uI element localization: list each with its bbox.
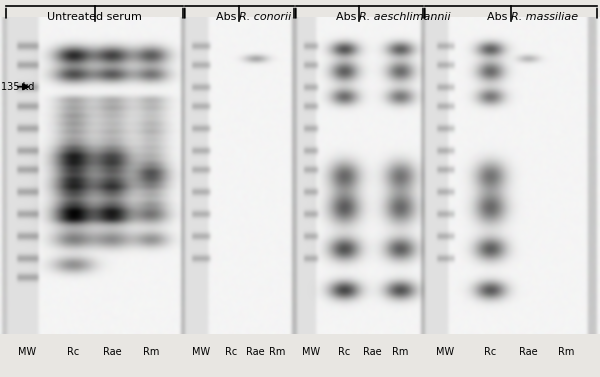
Text: R. aeschlimannii: R. aeschlimannii [359, 12, 451, 22]
Text: Rae: Rae [247, 348, 265, 357]
Text: Rae: Rae [363, 348, 382, 357]
Text: Rm: Rm [143, 348, 160, 357]
Text: MW: MW [302, 348, 320, 357]
Text: 135 kd: 135 kd [1, 82, 34, 92]
Text: Abs: Abs [215, 12, 239, 22]
Text: Rc: Rc [484, 348, 496, 357]
Text: Rc: Rc [67, 348, 79, 357]
Text: Abs: Abs [335, 12, 359, 22]
Text: R. conorii: R. conorii [239, 12, 292, 22]
Text: Rc: Rc [338, 348, 350, 357]
Text: MW: MW [436, 348, 455, 357]
Text: Abs: Abs [487, 12, 511, 22]
Text: Rae: Rae [519, 348, 538, 357]
Text: Rm: Rm [558, 348, 574, 357]
Text: Rc: Rc [224, 348, 237, 357]
Text: Rae: Rae [103, 348, 122, 357]
Text: MW: MW [18, 348, 37, 357]
Text: Rm: Rm [269, 348, 286, 357]
Text: Rm: Rm [392, 348, 408, 357]
Text: R. massiliae: R. massiliae [511, 12, 578, 22]
Text: Untreated serum: Untreated serum [47, 12, 142, 22]
Text: MW: MW [192, 348, 210, 357]
